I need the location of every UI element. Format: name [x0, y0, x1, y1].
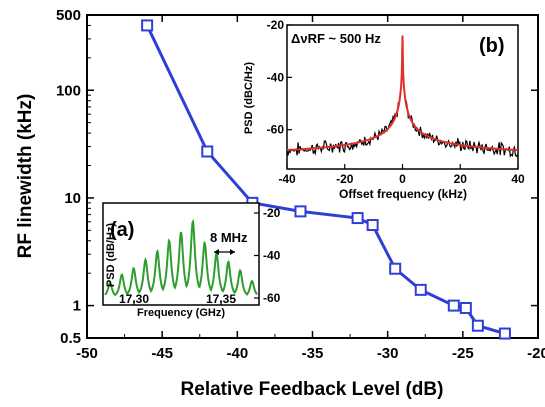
linewidth-data-point — [471, 319, 484, 332]
main-x-tick-label: -25 — [452, 345, 474, 362]
main-y-tick-label: 0.5 — [60, 330, 81, 347]
main-x-tick-label: -30 — [377, 345, 399, 362]
inset-b-x-label: Offset frequency (kHz) — [339, 187, 467, 201]
inset-b-x-ticks: -40 -20 0 20 40 — [278, 164, 525, 186]
main-plot: -50 -45 -40 -35 -30 -25 -20 0.5 1 10 100 500 Relat… — [15, 7, 545, 400]
linewidth-series-markers — [141, 19, 511, 340]
linewidth-data-point — [351, 212, 364, 225]
inset-a-x-ticks: 17.30 17.35 — [119, 292, 236, 306]
main-x-ticks: -50 -45 -40 -35 -30 -25 -20 — [76, 15, 545, 362]
inset-a-y-label: PSD (dB/Hz) — [105, 223, 117, 288]
inset-b-x-tick-label: 40 — [511, 172, 525, 186]
inset-b-x-tick-label: -20 — [336, 172, 354, 186]
main-y-tick-label: 10 — [64, 190, 81, 207]
inset-b-y-tick-label: -40 — [267, 70, 285, 84]
inset-a-x-tick-label: 17.35 — [206, 292, 236, 306]
inset-b-x-tick-label: 0 — [399, 172, 406, 186]
inset-b: -40 -20 0 20 40 -20-40-60 ΔνRF ~ 500 Hz (b) … — [243, 18, 525, 201]
linewidth-data-point — [414, 283, 427, 296]
inset-a-y-tick-label: -40 — [263, 249, 281, 263]
inset-a-y-ticks: -20 -40 -60 — [254, 206, 281, 305]
inset-a-x-label: Frequency (GHz) — [137, 307, 225, 319]
inset-a-panel-label: (a) — [110, 219, 134, 241]
inset-b-y-label: PSD (dBC/Hz) — [243, 62, 255, 134]
linewidth-data-point — [459, 301, 472, 314]
linewidth-data-point — [389, 262, 402, 275]
linewidth-data-point — [498, 327, 511, 340]
inset-a-y-tick-label: -20 — [263, 206, 281, 220]
main-x-tick-label: -50 — [76, 345, 98, 362]
main-y-tick-label: 1 — [73, 298, 81, 315]
inset-b-y-tick-label: -60 — [267, 123, 285, 137]
inset-a-y-tick-label: -60 — [263, 291, 281, 305]
y-axis-title: RF linewidth (kHz) — [15, 94, 36, 259]
main-x-tick-label: -35 — [302, 345, 324, 362]
inset-b-lorentzian-fit — [287, 35, 518, 152]
main-x-tick-label: -45 — [151, 345, 173, 362]
linewidth-data-point — [201, 145, 214, 158]
main-y-tick-label: 100 — [56, 82, 81, 99]
inset-b-x-tick-label: -40 — [278, 172, 296, 186]
linewidth-data-point — [294, 205, 307, 218]
inset-b-x-tick-label: 20 — [454, 172, 468, 186]
main-y-ticks: 0.5 1 10 100 500 — [56, 7, 538, 347]
inset-a-spacing-arrow — [214, 249, 235, 255]
inset-a-x-tick-label: 17.30 — [119, 292, 149, 306]
linewidth-data-point — [141, 19, 154, 32]
inset-b-panel-label: (b) — [479, 35, 505, 57]
inset-a: -20 -40 -60 17.30 17.35 (a) 8 MHz PSD (dB/H… — [102, 202, 281, 319]
inset-a-spacing-annotation: 8 MHz — [210, 230, 248, 245]
main-y-tick-label: 500 — [56, 7, 81, 24]
linewidth-data-point — [366, 219, 379, 232]
inset-b-y-ticks: -20 -40 -60 — [267, 18, 292, 137]
inset-b-y-tick-label: -20 — [267, 18, 285, 32]
inset-a-comb-spectrum — [104, 218, 258, 296]
x-axis-title: Relative Feedback Level (dB) — [181, 379, 444, 400]
linewidth-data-point — [447, 299, 460, 312]
main-x-tick-label: -20 — [527, 345, 545, 362]
inset-b-linewidth-annotation: ΔνRF ~ 500 Hz — [291, 31, 381, 46]
main-x-tick-label: -40 — [226, 345, 248, 362]
